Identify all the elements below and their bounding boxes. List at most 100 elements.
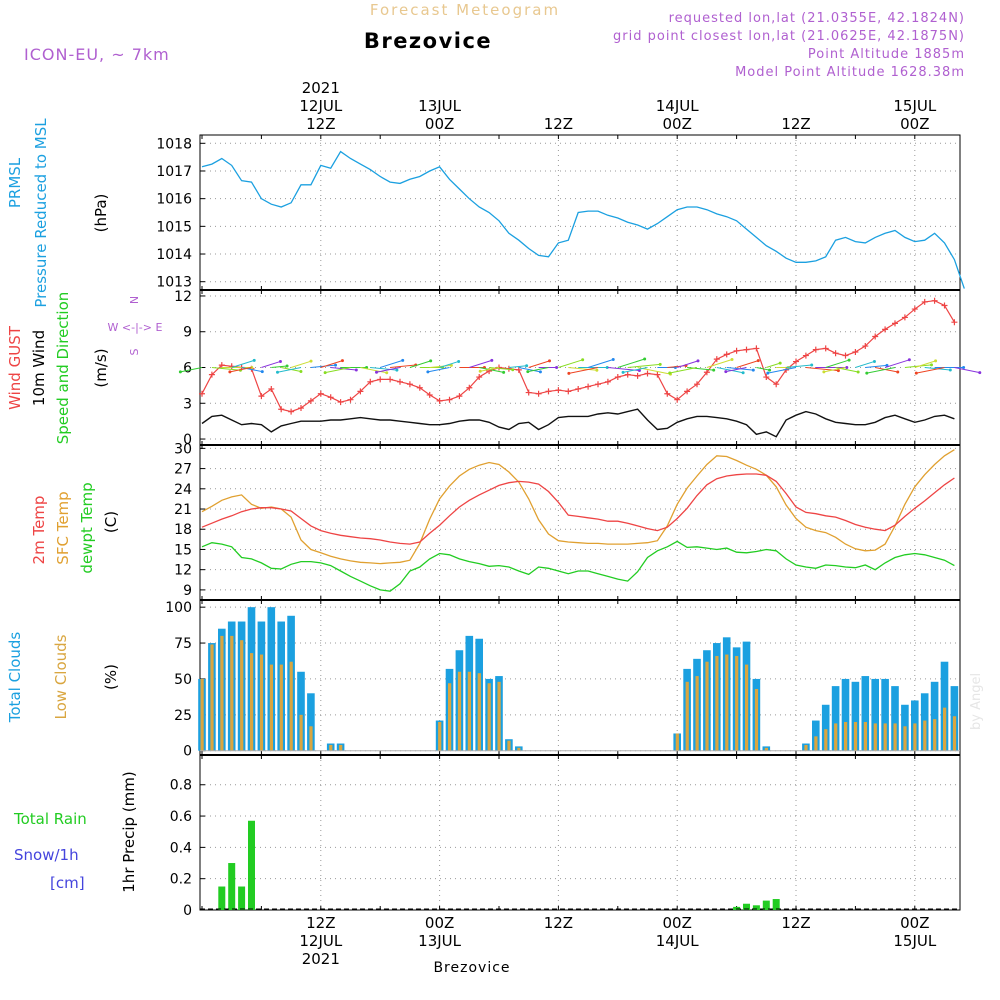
gust-mark bbox=[842, 352, 849, 359]
gust-mark bbox=[426, 391, 433, 398]
ytick-label-pressure: 1013 bbox=[156, 275, 192, 291]
gust-mark bbox=[664, 390, 671, 397]
low-cloud-bar bbox=[309, 726, 313, 751]
wind-arrow-head bbox=[872, 359, 876, 363]
wind-arrow-head bbox=[756, 359, 760, 363]
gust-mark bbox=[822, 345, 829, 352]
gust-mark bbox=[773, 381, 780, 388]
low-cloud-bar bbox=[705, 661, 709, 751]
low-cloud-bar bbox=[952, 716, 957, 751]
gust-mark bbox=[802, 352, 809, 359]
bottom-time-label: 12JUL bbox=[299, 932, 342, 950]
bottom-time-label: 12Z bbox=[544, 914, 573, 932]
gust-mark bbox=[941, 302, 948, 309]
low-cloud-bar bbox=[745, 664, 749, 751]
gust-mark bbox=[644, 370, 651, 377]
wind-arrow bbox=[480, 367, 500, 372]
wind-arrow-head bbox=[299, 369, 303, 373]
low-cloud-bar bbox=[715, 655, 719, 751]
wind-arrow-head bbox=[525, 364, 529, 368]
gust-mark bbox=[624, 371, 631, 378]
wind-arrow bbox=[325, 367, 351, 374]
rain-bar bbox=[762, 900, 770, 910]
top-time-label: 00Z bbox=[900, 115, 929, 133]
wind-arrow-head bbox=[751, 368, 755, 372]
total-cloud-bar bbox=[851, 681, 860, 751]
ytick-label-temperature: 24 bbox=[174, 482, 192, 498]
ytick-label-clouds: 0 bbox=[183, 744, 192, 760]
gust-mark bbox=[852, 349, 859, 355]
rain-bar bbox=[248, 820, 255, 910]
location-title: Brezovice bbox=[364, 29, 492, 53]
gust-mark bbox=[694, 381, 700, 388]
wind-arrow-head bbox=[595, 368, 599, 372]
wind-arrow-head bbox=[934, 359, 938, 363]
ytick-label-wind: 9 bbox=[183, 325, 192, 341]
wind-arrow-head bbox=[385, 371, 389, 375]
bottom-time-label: 00Z bbox=[425, 914, 454, 932]
wind-arrow bbox=[954, 367, 980, 374]
wind-arrow-head bbox=[538, 370, 542, 374]
wind-arrow-head bbox=[278, 359, 282, 363]
gust-mark bbox=[377, 376, 384, 383]
gust-mark bbox=[703, 369, 710, 376]
compass-we: W <-|-> E bbox=[108, 321, 163, 334]
wind-arrow bbox=[706, 359, 733, 368]
wind-arrow bbox=[241, 367, 263, 373]
gust-mark bbox=[862, 343, 869, 350]
ylabel-gust: Wind GUST bbox=[6, 325, 24, 410]
wind-arrow bbox=[390, 364, 416, 368]
wind-arrow-head bbox=[948, 368, 952, 372]
low-cloud-bar bbox=[438, 721, 442, 751]
low-cloud-bar bbox=[269, 664, 273, 751]
wind-arrow-head bbox=[340, 359, 344, 363]
low-cloud-bar bbox=[933, 719, 937, 751]
wind-arrow bbox=[231, 359, 255, 368]
gust-mark bbox=[634, 372, 641, 379]
gust-mark bbox=[357, 388, 364, 395]
wind-arrow bbox=[756, 367, 770, 371]
low-cloud-bar bbox=[329, 744, 333, 751]
low-cloud-bar bbox=[220, 635, 224, 751]
top-time-label: 00Z bbox=[663, 115, 692, 133]
gust-mark bbox=[743, 346, 750, 353]
wind-arrow bbox=[376, 367, 401, 373]
wind-arrow-head bbox=[621, 370, 625, 374]
model-altitude: Model Point Altitude 1628.38m bbox=[735, 65, 965, 80]
gust-mark bbox=[585, 383, 592, 390]
wind-arrow bbox=[527, 367, 549, 373]
ytick-label-temperature: 12 bbox=[174, 563, 192, 579]
top-time-label: 12Z bbox=[781, 115, 810, 133]
low-cloud-bar bbox=[339, 744, 343, 751]
wind-arrow bbox=[855, 360, 875, 368]
low-cloud-bar bbox=[250, 653, 254, 751]
ytick-label-pressure: 1014 bbox=[156, 247, 192, 263]
wind-arrow-head bbox=[354, 368, 358, 372]
gust-mark bbox=[911, 306, 918, 313]
bottom-time-label: 12Z bbox=[781, 914, 810, 932]
low-cloud-bar bbox=[873, 723, 877, 751]
top-time-label: 12Z bbox=[544, 115, 573, 133]
wind-arrow bbox=[568, 367, 597, 371]
ytick-label-precip: 0.6 bbox=[170, 809, 192, 825]
wind-arrow bbox=[211, 367, 241, 371]
ytick-label-clouds: 25 bbox=[174, 708, 192, 724]
wind-arrow-head bbox=[896, 370, 900, 374]
wind-arrow bbox=[558, 359, 583, 368]
wind-arrow-head bbox=[502, 370, 506, 374]
sfc-temp-line bbox=[201, 449, 955, 565]
wind-arrow-head bbox=[526, 370, 530, 374]
gust-mark bbox=[575, 385, 582, 392]
low-cloud-bar bbox=[814, 736, 818, 751]
wind-arrow-head bbox=[567, 371, 571, 375]
wind-arrow-head bbox=[449, 363, 453, 367]
gust-mark bbox=[268, 385, 275, 392]
wind-arrow bbox=[409, 360, 431, 368]
wind-arrow-head bbox=[907, 358, 911, 362]
wind-arrow bbox=[277, 367, 302, 373]
gust-mark bbox=[595, 381, 601, 388]
top-time-label: 2021 bbox=[302, 79, 340, 97]
wind-arrow-head bbox=[836, 369, 840, 373]
wind-arrow-head bbox=[429, 359, 433, 363]
top-time-label: 14JUL bbox=[656, 97, 699, 115]
